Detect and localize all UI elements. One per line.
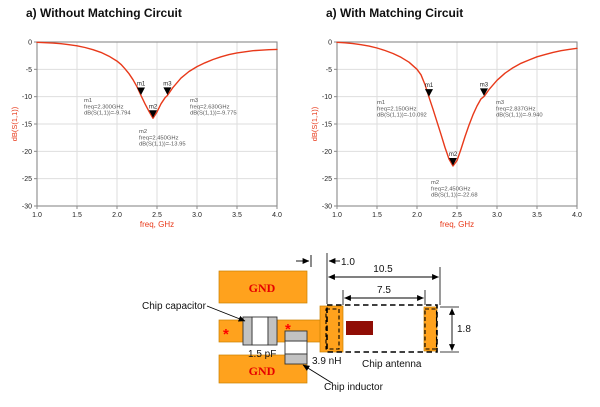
marker-info-m2: m2	[139, 129, 147, 135]
marker-info-m2: m2	[431, 180, 439, 186]
inductor-value-label: 3.9 nH	[312, 356, 341, 367]
marker-name-m2: m2	[149, 104, 158, 110]
feed-star-mark-1: *	[223, 326, 229, 343]
marker-info-m1: m1	[377, 100, 385, 106]
marker-m2	[149, 110, 157, 118]
marker-info-m2: freq=2.450GHz	[139, 135, 179, 141]
marker-info-m1: dB(S(1,1))=-10.092	[377, 113, 427, 119]
marker-info-m2: freq=2.450GHz	[431, 186, 471, 192]
marker-info-m2: dB(S(1,1))=-13.95	[139, 142, 186, 148]
dimension-inner-length	[342, 290, 426, 305]
marker-m2	[449, 157, 457, 166]
tick-label-x: 1.0	[332, 212, 342, 219]
tick-label-x: 3.5	[532, 212, 542, 219]
marker-name-m3: m3	[163, 81, 172, 87]
chip-antenna-label: Chip antenna	[362, 359, 422, 370]
tick-label-x: 2.0	[112, 212, 122, 219]
antenna-chip-mark	[346, 321, 373, 335]
tick-label-x: 2.0	[412, 212, 422, 219]
marker-info-m3: dB(S(1,1))=-9.940	[496, 113, 543, 119]
tick-label-x: 3.0	[192, 212, 202, 219]
x-axis-label: freq, GHz	[140, 220, 174, 229]
y-axis-label: dB(S(1,1))	[10, 106, 19, 141]
antenna-outline	[326, 304, 438, 353]
marker-info-m3: m3	[496, 100, 504, 106]
tick-label-x: 3.0	[492, 212, 502, 219]
tick-label-x: 4.0	[572, 212, 582, 219]
chip-capacitor-leader-arrow	[206, 305, 246, 322]
marker-name-m2: m2	[449, 152, 458, 158]
plot-title-without-matching: a) Without Matching Circuit	[26, 6, 182, 20]
gnd-plane-top	[218, 270, 308, 304]
y-axis-label: dB(S(1,1))	[310, 106, 319, 141]
marker-name-m3: m3	[480, 82, 489, 88]
marker-info-m3: freq=2.630GHz	[190, 104, 230, 110]
marker-info-m1: freq=2.150GHz	[377, 106, 417, 112]
tick-label-y: 0	[328, 40, 332, 47]
marker-info-m1: dB(S(1,1))=-9.794	[84, 111, 131, 117]
marker-info-m3: freq=2.837GHz	[496, 106, 536, 112]
marker-m3	[163, 87, 172, 95]
chip-capacitor-label: Chip capacitor	[142, 301, 207, 312]
dimension-gap-value: 1.0	[341, 257, 355, 268]
chip-inductor-leader-arrow	[302, 364, 333, 384]
tick-label-x: 3.5	[232, 212, 242, 219]
chip-inductor	[284, 330, 308, 365]
s11-plot-without-matching: 1.0 1.5 2.0 2.5 3.0 3.5 4.0 0 -5 -10 -15 -20 -25 -30 f…	[10, 40, 282, 230]
antenna-pad-left	[325, 308, 340, 350]
capacitor-value-label: 1.5 pF	[248, 349, 276, 360]
marker-info-m1: freq=2.300GHz	[84, 104, 124, 110]
gnd-bottom-label: GND	[249, 364, 276, 378]
s11-curve	[36, 41, 278, 120]
tick-label-x: 2.5	[452, 212, 462, 219]
tick-label-y: -20	[322, 149, 332, 156]
tick-label-x: 1.5	[72, 212, 82, 219]
tick-label-y: -15	[22, 122, 32, 129]
tick-label-y: -10	[322, 94, 332, 101]
tick-label-y: 0	[28, 40, 32, 47]
marker-name-m1: m1	[137, 82, 146, 88]
tick-label-y: -15	[322, 122, 332, 129]
chip-inductor-label: Chip inductor	[324, 382, 384, 393]
plot-title-with-matching: a) With Matching Circuit	[326, 6, 464, 20]
dimension-total-length	[328, 267, 441, 305]
dimension-inner-value: 7.5	[377, 285, 391, 296]
tick-label-y: -25	[322, 176, 332, 183]
marker-m1	[137, 87, 145, 96]
marker-info-m1: m1	[84, 98, 92, 104]
tick-label-y: -25	[22, 176, 32, 183]
antenna-pad-right	[423, 306, 438, 352]
tick-label-x: 2.5	[152, 212, 162, 219]
s11-plot-with-matching: 1.0 1.5 2.0 2.5 3.0 3.5 4.0 0 -5 -10 -15 -20 -25 -30 f…	[310, 40, 582, 230]
s11-curve	[336, 41, 578, 167]
marker-name-m1: m1	[425, 83, 434, 89]
tick-label-y: -10	[22, 94, 32, 101]
chip-capacitor	[242, 316, 278, 346]
gnd-top-label: GND	[249, 281, 276, 295]
dimension-gap	[296, 253, 340, 304]
tick-label-x: 1.5	[372, 212, 382, 219]
dimension-height	[440, 306, 459, 353]
dimension-total-value: 10.5	[373, 264, 393, 275]
dimension-height-value: 1.8	[457, 324, 471, 335]
marker-info-m3: m3	[190, 98, 198, 104]
marker-info-m3: dB(S(1,1))=-9.775	[190, 111, 237, 117]
antenna-layout-diagram: * * GND GND Chip capacitor Chip inductor…	[142, 253, 471, 393]
marker-m1	[425, 89, 433, 97]
tick-label-x: 1.0	[32, 212, 42, 219]
x-axis-label: freq, GHz	[440, 220, 474, 229]
tick-label-y: -30	[322, 204, 332, 211]
feed-star-mark-2: *	[285, 321, 291, 338]
marker-info-m2: dB(S(1,1))=-22.68	[431, 193, 478, 199]
tick-label-x: 4.0	[272, 212, 282, 219]
marker-m3	[479, 88, 488, 96]
tick-label-y: -5	[26, 67, 32, 74]
tick-label-y: -30	[22, 204, 32, 211]
tick-label-y: -5	[326, 67, 332, 74]
tick-label-y: -20	[22, 149, 32, 156]
